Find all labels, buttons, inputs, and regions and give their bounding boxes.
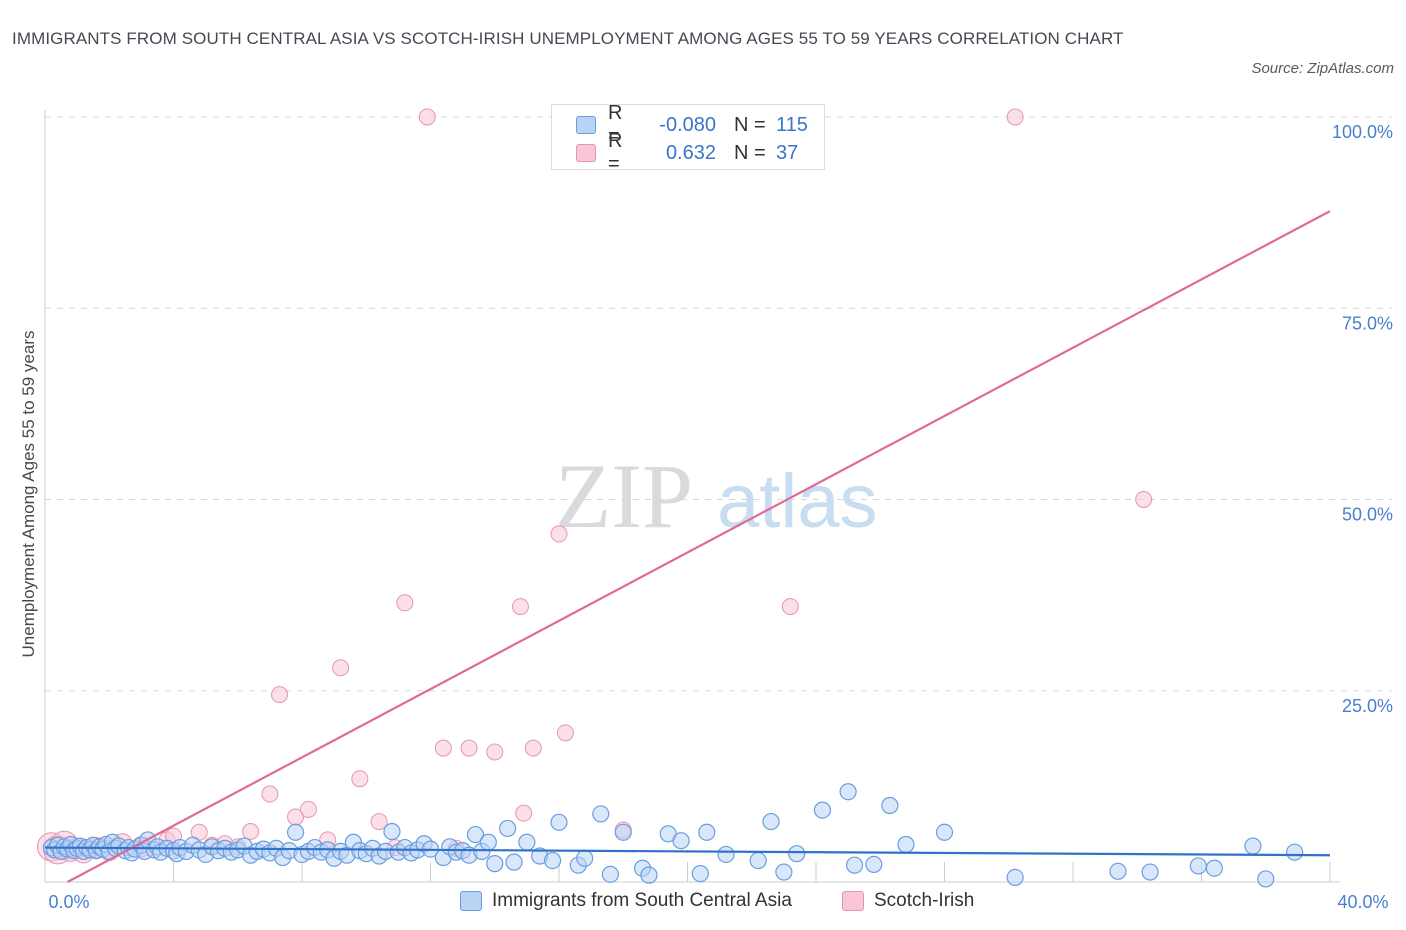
series-south-central-asia [42,783,1304,888]
scotch-irish-point [271,686,289,704]
bottom-legend-label-blue: Immigrants from South Central Asia [492,890,792,911]
scotch-irish-point [351,770,369,788]
axes [44,110,1340,883]
scotch-irish-point [1006,108,1024,126]
south-central-asia-point [839,783,857,801]
legend-swatch-pink [576,144,596,162]
scotch-irish-point [550,525,568,543]
bottom-legend-label-pink: Scotch-Irish [874,890,975,911]
scotch-irish-point [781,598,799,616]
source-label: Source: ZipAtlas.com [1251,60,1394,77]
south-central-asia-trend-line [44,846,1331,857]
south-central-asia-point [1286,843,1304,861]
legend-r-label: R = [608,102,623,147]
scotch-irish-point [370,813,388,831]
south-central-asia-point [935,823,954,841]
y-tick-label: 25.0% [1342,696,1393,716]
south-central-asia-point [550,813,568,831]
scotch-irish-point [299,800,317,818]
south-central-asia-point [775,863,793,881]
south-central-asia-point [1006,868,1024,887]
south-central-asia-point [749,851,767,870]
legend-n-value: 115 [776,113,808,136]
south-central-asia-point [479,833,497,851]
south-central-asia-point [1205,859,1223,877]
south-central-asia-point [576,849,594,867]
south-central-asia-point [466,825,485,844]
x-tick-labels: 0.0% 40.0% [48,892,1388,912]
south-central-asia-point [383,822,401,841]
south-central-asia-point [486,855,504,873]
watermark: ZIP atlas [555,445,878,547]
south-central-asia-point [1189,857,1207,875]
y-tick-label: 100.0% [1332,122,1393,142]
scotch-irish-point [418,108,436,126]
watermark-zip: ZIP [555,445,693,547]
legend-row-blue: R = -0.080 N = 115 [576,102,808,147]
south-central-asia-point [717,845,735,864]
legend-n-value: 37 [776,141,799,164]
legend-n-label: N = [734,141,766,164]
south-central-asia-point [897,835,915,854]
scotch-irish-trend-line [66,210,1331,883]
legend-n-label: N = [734,113,766,136]
legend-r-value: 0.632 [665,141,716,164]
scotch-irish-point [261,785,279,803]
south-central-asia-point [813,801,832,819]
south-central-asia-point [543,851,562,870]
south-central-asia-point [1244,837,1262,855]
bottom-legend-swatch-pink [842,891,864,911]
legend-swatch-blue [576,116,596,134]
south-central-asia-point [672,832,690,850]
south-central-asia-point [762,812,780,831]
y-axis-label: Unemployment Among Ages 55 to 59 years [19,331,38,658]
grid-lines [45,116,1392,692]
x-tick-label: 0.0% [48,892,89,912]
bottom-legend-swatch-blue [460,891,482,911]
scotch-irish-point [556,724,574,742]
south-central-asia-point [845,856,864,874]
south-central-asia-point [640,866,658,884]
south-central-asia-point [881,796,899,815]
south-central-asia-point [518,833,536,851]
south-central-asia-point [592,805,610,823]
south-central-asia-point [614,823,632,841]
south-central-asia-point [505,853,523,871]
scotch-irish-point [396,594,414,612]
scotch-irish-point [486,743,504,761]
x-tick-label: 40.0% [1337,892,1388,912]
bottom-legend-item-pink: Scotch-Irish [842,890,974,912]
south-central-asia-point [865,855,883,874]
south-central-asia-point [601,865,620,883]
scotch-irish-point [511,598,529,616]
y-tick-label: 50.0% [1342,505,1393,525]
south-central-asia-point [1257,870,1275,888]
south-central-asia-point [499,819,517,838]
scotch-irish-point [1135,491,1153,508]
scotch-irish-point [242,823,260,841]
scotch-irish-point [515,804,533,822]
south-central-asia-point [788,845,806,863]
scotch-irish-point [434,739,452,757]
south-central-asia-point [286,823,305,841]
stats-legend: R = -0.080 N = 115 R = 0.632 N = 37 [551,102,825,175]
scotch-irish-point [524,739,542,757]
legend-r-label: R = [608,130,623,175]
chart-title: IMMIGRANTS FROM SOUTH CENTRAL ASIA VS SC… [12,29,1124,48]
scotch-irish-point [332,659,350,677]
legend-row-pink: R = 0.632 N = 37 [576,130,799,175]
watermark-atlas: atlas [717,459,878,544]
south-central-asia-point [1141,863,1159,881]
south-central-asia-point [1109,862,1127,880]
bottom-legend-item-blue: Immigrants from South Central Asia [460,890,792,912]
y-tick-labels: 25.0% 50.0% 75.0% 100.0% [1332,122,1393,716]
south-central-asia-point [691,864,709,883]
legend-r-value: -0.080 [659,113,716,136]
south-central-asia-point [698,823,716,841]
scotch-irish-point [460,739,478,757]
y-tick-label: 75.0% [1342,313,1393,333]
trend-lines [44,210,1331,883]
